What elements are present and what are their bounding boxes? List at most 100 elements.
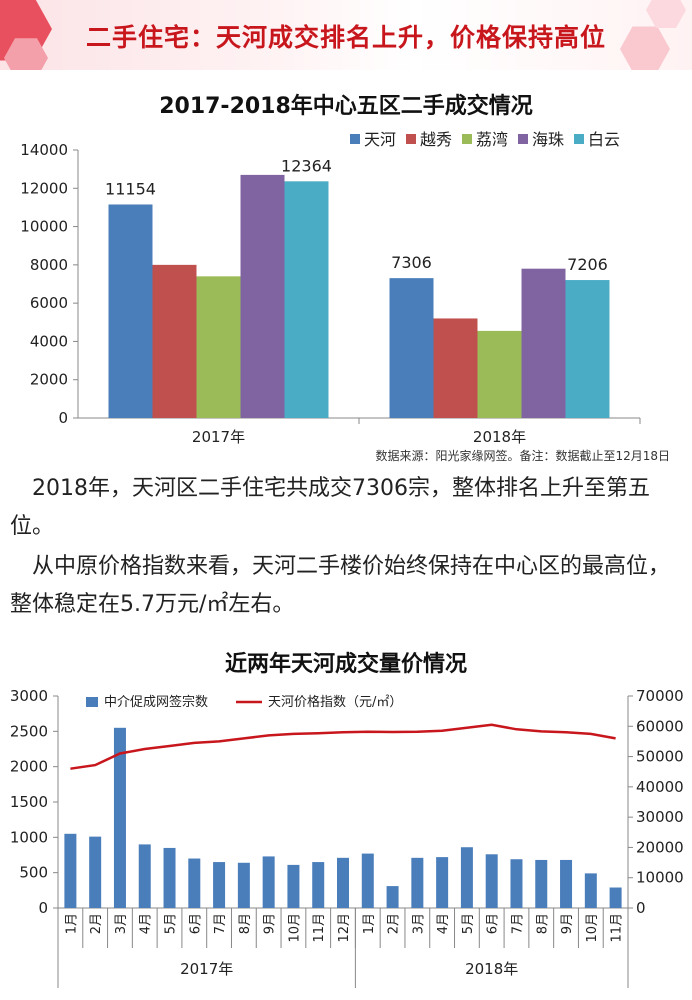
legend-swatch-越秀 xyxy=(406,134,416,144)
bar-越秀-2018年 xyxy=(433,318,478,418)
group-label: 2018年 xyxy=(465,960,518,978)
bar-白云-2017年 xyxy=(284,181,329,418)
x-tick-label: 2月 xyxy=(89,913,104,934)
bar-越秀-2017年 xyxy=(152,264,197,418)
group-label: 2017年 xyxy=(180,960,233,978)
x-tick-label: 5月 xyxy=(461,913,476,934)
x-tick-label: 10月 xyxy=(585,913,600,943)
bar-海珠-2018年 xyxy=(521,268,566,418)
x-tick-label: 2月 xyxy=(387,913,402,934)
x-tick-label: 2017年 xyxy=(192,428,245,446)
bar-15 xyxy=(411,857,424,908)
right-tick-label: 70000 xyxy=(636,687,684,705)
right-tick-label: 50000 xyxy=(636,748,684,766)
x-tick-label: 7月 xyxy=(510,913,525,934)
bar-13 xyxy=(361,853,374,908)
y-tick-label: 14000 xyxy=(20,141,68,159)
right-tick-label: 30000 xyxy=(636,808,684,826)
x-tick-label: 4月 xyxy=(436,913,451,934)
y-tick-label: 6000 xyxy=(30,294,68,312)
legend-label-白云: 白云 xyxy=(588,130,620,149)
y-tick-label: 10000 xyxy=(20,218,68,236)
x-tick-label: 9月 xyxy=(560,913,575,934)
bar-14 xyxy=(386,886,399,908)
x-tick-label: 1月 xyxy=(64,913,79,934)
bar-21 xyxy=(560,859,573,908)
right-tick-label: 20000 xyxy=(636,838,684,856)
left-tick-label: 0 xyxy=(38,899,48,917)
x-tick-label: 1月 xyxy=(362,913,377,934)
x-tick-label: 3月 xyxy=(114,913,129,934)
legend-swatch-bar xyxy=(86,697,98,707)
data-label: 7306 xyxy=(391,253,432,272)
legend-swatch-荔湾 xyxy=(462,134,472,144)
y-tick-label: 8000 xyxy=(30,256,68,274)
bar-1 xyxy=(64,833,77,908)
data-label: 11154 xyxy=(105,179,156,198)
right-tick-label: 40000 xyxy=(636,778,684,796)
bar-12 xyxy=(337,857,349,908)
x-tick-label: 2018年 xyxy=(473,428,526,446)
x-tick-label: 4月 xyxy=(139,913,154,934)
bar-荔湾-2018年 xyxy=(477,330,522,418)
y-tick-label: 0 xyxy=(58,409,68,427)
bar-19 xyxy=(510,859,523,908)
x-tick-label: 8月 xyxy=(535,913,550,934)
bar-3 xyxy=(113,727,126,908)
x-tick-label: 5月 xyxy=(164,913,179,934)
bar-天河-2017年 xyxy=(108,204,153,418)
left-tick-label: 500 xyxy=(19,864,48,882)
bar-16 xyxy=(436,857,449,908)
y-tick-label: 12000 xyxy=(20,179,68,197)
bar-荔湾-2017年 xyxy=(196,276,241,418)
chart2-svg: 0500100015002000250030000100002000030000… xyxy=(10,687,684,988)
legend-label-荔湾: 荔湾 xyxy=(476,130,508,149)
bar-4 xyxy=(138,844,151,908)
bar-11 xyxy=(312,862,325,908)
bar-22 xyxy=(584,873,597,908)
legend-swatch-海珠 xyxy=(518,134,528,144)
x-tick-label: 12月 xyxy=(337,913,352,943)
chart2-title: 近两年天河成交量价情况 xyxy=(224,652,467,677)
left-tick-label: 2500 xyxy=(10,722,48,740)
legend-label-天河: 天河 xyxy=(364,130,396,149)
chart1-svg: 0 2000 4000 6000 8000 10000 12000 14000 11154 123… xyxy=(20,130,670,463)
bar-海珠-2017年 xyxy=(240,174,285,418)
data-label: 12364 xyxy=(281,156,332,175)
right-tick-label: 10000 xyxy=(636,869,684,887)
bar-8 xyxy=(237,862,250,908)
bar-5 xyxy=(163,847,176,908)
x-tick-label: 7月 xyxy=(213,913,228,934)
x-tick-label: 6月 xyxy=(188,913,203,934)
price-index-line xyxy=(70,723,616,770)
bar-23 xyxy=(609,887,622,908)
bar-7 xyxy=(213,862,226,908)
bar-白云-2018年 xyxy=(565,280,610,418)
legend-swatch-白云 xyxy=(574,134,584,144)
left-tick-label: 2000 xyxy=(10,758,48,776)
legend-label-bar: 中介促成网签宗数 xyxy=(104,694,208,710)
x-tick-label: 10月 xyxy=(287,913,302,943)
x-tick-label: 8月 xyxy=(238,913,253,934)
header-title: 二手住宅：天河成交排名上升，价格保持高位 xyxy=(85,23,606,52)
right-tick-label: 0 xyxy=(636,899,646,917)
x-tick-label: 11月 xyxy=(610,913,625,943)
x-tick-label: 6月 xyxy=(486,913,501,934)
bar-9 xyxy=(262,856,275,908)
bar-6 xyxy=(188,858,201,908)
x-tick-label: 11月 xyxy=(312,913,327,943)
left-tick-label: 1500 xyxy=(10,793,48,811)
legend-label-line: 天河价格指数（元/㎡） xyxy=(268,694,402,710)
legend-swatch-天河 xyxy=(350,134,360,144)
right-tick-label: 60000 xyxy=(636,717,684,735)
legend-label-海珠: 海珠 xyxy=(532,130,564,149)
data-label: 7206 xyxy=(567,255,608,274)
x-tick-label: 3月 xyxy=(411,913,426,934)
bar-10 xyxy=(287,864,300,908)
paragraph-1: 2018年，天河区二手住宅共成交7306宗，整体排名上升至第五位。 xyxy=(10,476,650,539)
chart1-title: 2017-2018年中心五区二手成交情况 xyxy=(159,94,533,119)
bar-2 xyxy=(89,836,102,908)
source-note: 数据来源：阳光家缘网签。备注：数据截止至12月18日 xyxy=(375,448,670,463)
bar-20 xyxy=(535,859,548,908)
left-tick-label: 1000 xyxy=(10,828,48,846)
